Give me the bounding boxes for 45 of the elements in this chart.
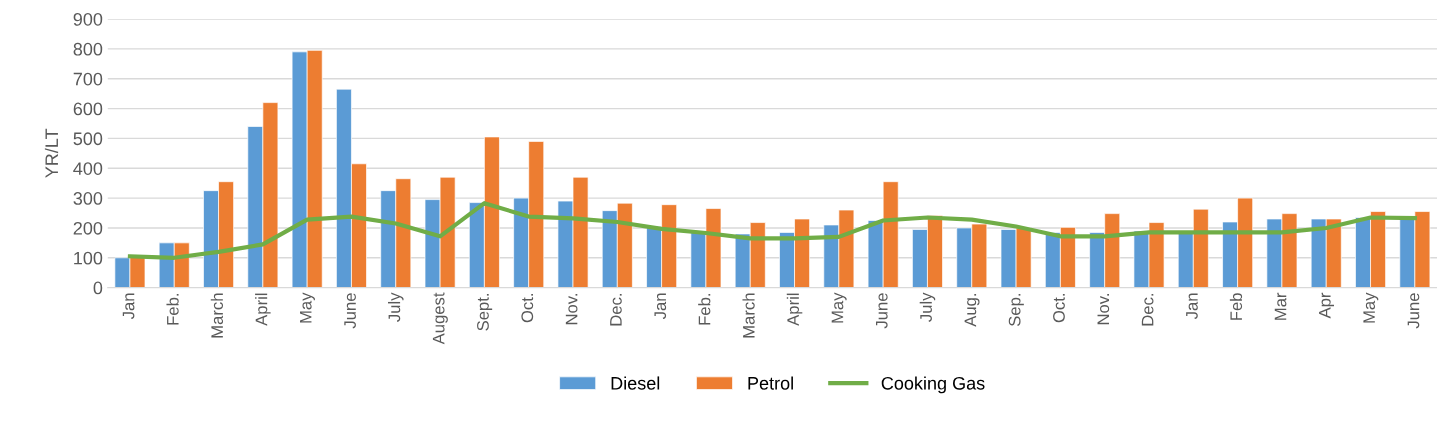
y-axis-title: YR/LT — [44, 128, 59, 178]
x-tick-label: April — [786, 293, 803, 326]
x-tick-label: Jan — [654, 293, 667, 320]
x-tick-label: April — [255, 293, 271, 326]
x-tick-label: Oct. — [1053, 294, 1065, 323]
x-tick-label: May — [1363, 292, 1379, 323]
y-tick-label: 0 — [93, 281, 103, 295]
x-tick-label: March — [742, 293, 755, 338]
x-tick-label: March — [210, 293, 224, 338]
y-tick-label: 700 — [73, 72, 103, 86]
x-tick-label: July — [919, 292, 936, 322]
x-tick-label: July — [388, 292, 404, 322]
x-tick-label: Oct. — [521, 294, 534, 323]
y-tick-label: 200 — [73, 221, 103, 235]
x-tick-label: May — [300, 292, 315, 323]
y-tick-label: 800 — [73, 42, 103, 56]
x-tick-label: Jan — [122, 293, 135, 320]
x-tick-label: Dec. — [610, 294, 622, 326]
x-tick-label: May — [831, 292, 847, 323]
x-tick-label: June — [1407, 293, 1420, 329]
x-tick-label: Dec. — [1141, 294, 1154, 326]
x-tick-label: Nov. — [565, 294, 578, 325]
x-tick-label: Augest — [432, 292, 448, 345]
x-tick-label: Jan — [1186, 293, 1198, 320]
x-tick-label: June — [876, 293, 888, 329]
x-tick-label: Nov. — [1097, 294, 1110, 325]
legend-label: Petrol — [748, 376, 793, 390]
x-tick-label: Feb. — [166, 294, 179, 325]
x-tick-label: Feb. — [698, 294, 711, 325]
x-tick-label: Mar — [1274, 292, 1287, 320]
line-series — [127, 201, 1417, 260]
y-tick-label: 600 — [73, 102, 103, 116]
legend-label: Diesel — [611, 376, 660, 390]
y-tick-label: 300 — [73, 192, 103, 205]
x-tick-label: Aug. — [964, 294, 980, 327]
x-tick-label: Apr — [1319, 292, 1334, 319]
x-tick-label: Sep. — [1008, 294, 1024, 327]
y-tick-label: 100 — [74, 251, 103, 265]
y-tick-label: 500 — [73, 132, 103, 146]
y-tick-label: 900 — [73, 12, 103, 26]
y-tick-label: 400 — [73, 162, 103, 175]
x-tick-label: June — [344, 293, 356, 329]
x-tick-label: Feb — [1229, 293, 1243, 320]
x-tick-label: Sept. — [477, 294, 493, 331]
legend-label: Cooking Gas — [881, 376, 985, 394]
